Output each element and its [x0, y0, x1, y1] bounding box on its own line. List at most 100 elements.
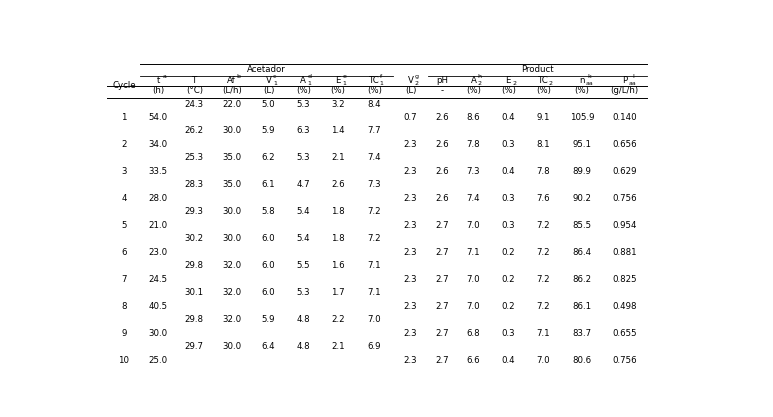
Text: 2.6: 2.6: [332, 181, 345, 189]
Text: 90.2: 90.2: [572, 194, 591, 203]
Text: 1.7: 1.7: [332, 288, 345, 297]
Text: (L): (L): [405, 86, 416, 95]
Text: 7.0: 7.0: [467, 302, 480, 311]
Text: E: E: [335, 76, 341, 85]
Text: 2.3: 2.3: [404, 221, 417, 230]
Text: 83.7: 83.7: [572, 329, 591, 338]
Text: 2.3: 2.3: [404, 140, 417, 149]
Text: 24.3: 24.3: [185, 100, 204, 108]
Text: 29.8: 29.8: [185, 315, 204, 324]
Text: 2.6: 2.6: [435, 194, 449, 203]
Text: (%): (%): [536, 86, 551, 95]
Text: 0.2: 0.2: [502, 302, 515, 311]
Text: 25.3: 25.3: [185, 153, 204, 163]
Text: 4.8: 4.8: [297, 315, 310, 324]
Text: 2: 2: [512, 81, 516, 86]
Text: 2.3: 2.3: [404, 275, 417, 284]
Text: (%): (%): [574, 86, 589, 95]
Text: 7.2: 7.2: [367, 234, 381, 244]
Text: 86.2: 86.2: [572, 275, 591, 284]
Text: 22.0: 22.0: [222, 100, 241, 108]
Text: 30.0: 30.0: [222, 234, 241, 244]
Text: 26.2: 26.2: [185, 126, 204, 136]
Text: 0.629: 0.629: [612, 167, 637, 176]
Text: aa: aa: [585, 81, 593, 86]
Text: P: P: [622, 76, 627, 85]
Text: 4.8: 4.8: [297, 342, 310, 351]
Text: 7.2: 7.2: [536, 221, 550, 230]
Text: b: b: [237, 74, 240, 79]
Text: 0.3: 0.3: [502, 140, 515, 149]
Text: t: t: [157, 76, 160, 85]
Text: 30.0: 30.0: [222, 342, 241, 351]
Text: 29.8: 29.8: [185, 261, 204, 270]
Text: 32.0: 32.0: [222, 261, 241, 270]
Text: 34.0: 34.0: [148, 140, 168, 149]
Text: 2.7: 2.7: [435, 248, 449, 257]
Text: 2.1: 2.1: [332, 153, 345, 163]
Text: (%): (%): [331, 86, 346, 95]
Text: 33.5: 33.5: [148, 167, 168, 176]
Text: 2.3: 2.3: [404, 302, 417, 311]
Text: 2.3: 2.3: [404, 329, 417, 338]
Text: 0.756: 0.756: [612, 194, 637, 203]
Text: 40.5: 40.5: [148, 302, 168, 311]
Text: 28.3: 28.3: [185, 181, 204, 189]
Text: 0.3: 0.3: [502, 221, 515, 230]
Text: 4: 4: [121, 194, 127, 203]
Text: 2.7: 2.7: [435, 302, 449, 311]
Text: g: g: [415, 74, 419, 79]
Text: E: E: [506, 76, 511, 85]
Text: 105.9: 105.9: [570, 113, 594, 122]
Text: 5.3: 5.3: [297, 288, 310, 297]
Text: 6.9: 6.9: [367, 342, 381, 351]
Text: TC: TC: [369, 76, 380, 85]
Text: 29.3: 29.3: [185, 207, 204, 216]
Text: 0.656: 0.656: [612, 140, 637, 149]
Text: V: V: [266, 76, 271, 85]
Text: 9: 9: [121, 329, 127, 338]
Text: 0.3: 0.3: [502, 194, 515, 203]
Text: 6.0: 6.0: [262, 234, 275, 244]
Text: 6.0: 6.0: [262, 261, 275, 270]
Text: (h): (h): [152, 86, 165, 95]
Text: 7.2: 7.2: [536, 275, 550, 284]
Text: 5.9: 5.9: [262, 315, 275, 324]
Text: (L): (L): [263, 86, 274, 95]
Text: 1: 1: [273, 81, 277, 86]
Text: 5.0: 5.0: [262, 100, 275, 108]
Text: 0.140: 0.140: [612, 113, 637, 122]
Text: 1.6: 1.6: [332, 261, 345, 270]
Text: 0.4: 0.4: [502, 113, 515, 122]
Text: 6.1: 6.1: [262, 181, 275, 189]
Text: 3.2: 3.2: [332, 100, 345, 108]
Text: 7.1: 7.1: [367, 261, 381, 270]
Text: 30.0: 30.0: [222, 207, 241, 216]
Text: 5.3: 5.3: [297, 153, 310, 163]
Text: 6.2: 6.2: [262, 153, 275, 163]
Text: 89.9: 89.9: [573, 167, 591, 176]
Text: 1.8: 1.8: [332, 234, 345, 244]
Text: 7.2: 7.2: [536, 248, 550, 257]
Text: 5.3: 5.3: [297, 100, 310, 108]
Text: 21.0: 21.0: [148, 221, 168, 230]
Text: 28.0: 28.0: [148, 194, 168, 203]
Text: 6.8: 6.8: [467, 329, 480, 338]
Text: l: l: [632, 74, 634, 79]
Text: 1: 1: [379, 81, 383, 86]
Text: 1.4: 1.4: [332, 126, 345, 136]
Text: 2.2: 2.2: [332, 315, 345, 324]
Text: 7.1: 7.1: [367, 288, 381, 297]
Text: 2.7: 2.7: [435, 356, 449, 365]
Text: 6.3: 6.3: [297, 126, 310, 136]
Text: 80.6: 80.6: [572, 356, 591, 365]
Text: 2.3: 2.3: [404, 248, 417, 257]
Text: 32.0: 32.0: [222, 288, 241, 297]
Text: (%): (%): [466, 86, 481, 95]
Text: A: A: [471, 76, 476, 85]
Text: 2.3: 2.3: [404, 356, 417, 365]
Text: 7.6: 7.6: [536, 194, 550, 203]
Text: n: n: [579, 76, 584, 85]
Text: h: h: [478, 74, 482, 79]
Text: 35.0: 35.0: [222, 153, 241, 163]
